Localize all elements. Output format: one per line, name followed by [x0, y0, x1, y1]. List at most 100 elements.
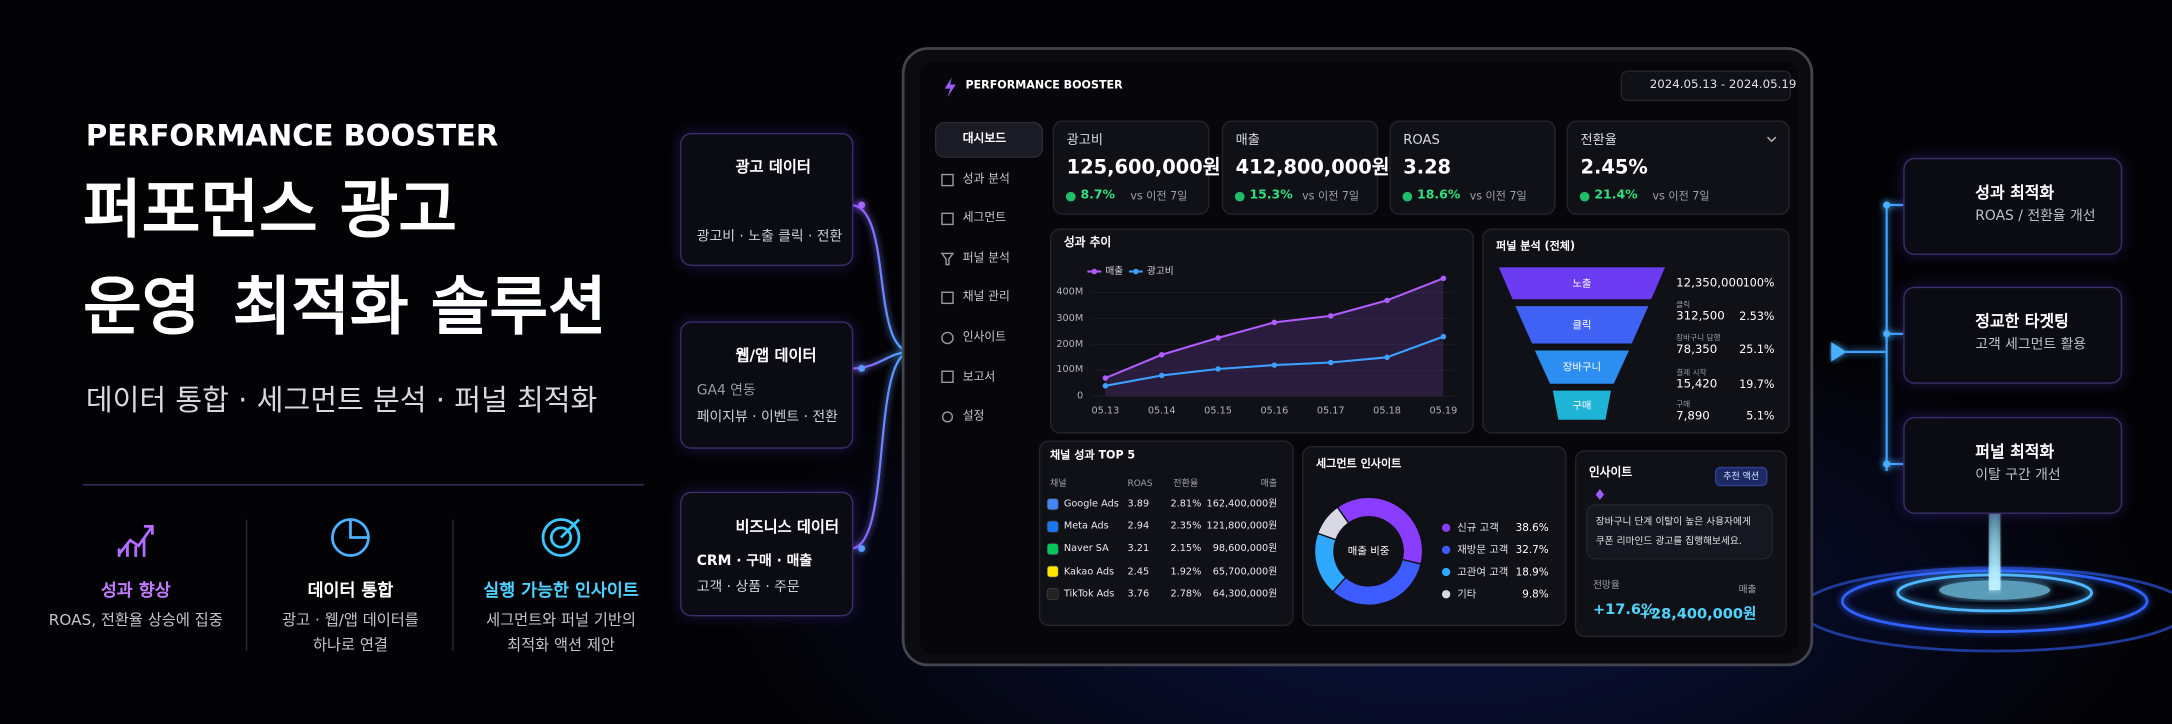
channel-icon [1046, 520, 1059, 533]
x-tick-label: 05.14 [1147, 405, 1176, 417]
kpi-card [1221, 120, 1379, 215]
kpi-compare: vs 이전 7일 [1302, 189, 1360, 203]
pie-value: 9.8% [1522, 587, 1549, 601]
outcome-title: 퍼널 최적화 [1975, 441, 2055, 462]
x-tick-label: 05.16 [1260, 405, 1289, 417]
funnel-rate: 25.1% [1739, 343, 1775, 356]
kpi-compare: vs 이전 7일 [1130, 189, 1188, 203]
kpi-label: ROAS [1403, 133, 1440, 149]
funnel-stage [1515, 306, 1649, 344]
insight-icon [1595, 488, 1605, 501]
pie-segment [1331, 558, 1422, 606]
menu-item: 인사이트 [962, 330, 1007, 345]
kpi-compare: vs 이전 7일 [1652, 189, 1710, 203]
table-header: 전환율 [1173, 477, 1199, 489]
kpi-value: 2.45% [1580, 156, 1648, 180]
point [1384, 297, 1390, 304]
menu-item: 보고서 [962, 370, 996, 385]
legend-swatch [1441, 523, 1451, 532]
platform-glow [1799, 470, 2172, 653]
x-tick-label: 05.19 [1429, 405, 1458, 417]
line-chart-panel [1049, 228, 1474, 434]
legend-swatch [1133, 268, 1139, 275]
kpi-compare: vs 이전 7일 [1469, 189, 1527, 203]
table-cell: 2.78% [1170, 587, 1202, 599]
table-cell: 98,600,000원 [1212, 543, 1278, 555]
chart-title: 성과 추이 [1063, 236, 1112, 251]
point [1158, 351, 1165, 358]
point [1327, 359, 1334, 366]
source-card [680, 321, 854, 449]
kpi-card [1389, 120, 1556, 215]
pie-value: 32.7% [1515, 543, 1549, 556]
table-header: ROAS [1127, 477, 1153, 489]
table-cell: Naver SA [1063, 543, 1109, 555]
table-cell: 3.21 [1127, 543, 1150, 555]
point [1440, 333, 1447, 340]
legend-label: 재방문 고객 [1457, 543, 1509, 556]
point [1327, 313, 1334, 319]
kpi-value: 412,800,000원 [1235, 156, 1390, 180]
source-sub: GA4 연동 [696, 383, 756, 399]
outcome-desc: 고객 세그먼트 활용 [1975, 337, 2087, 353]
legend-swatch [1441, 545, 1451, 555]
metric-label: 전망율 [1592, 579, 1620, 591]
point [1102, 375, 1109, 381]
table-header: 채널 [1049, 477, 1067, 489]
pie-center-label: 매출 비중 [1347, 544, 1390, 558]
table-cell: 2.94 [1127, 520, 1150, 532]
funnel-value: 312,500 [1676, 309, 1725, 324]
source-card [680, 491, 854, 617]
legend-label: 매출 [1105, 265, 1124, 277]
table-cell: Meta Ads [1063, 520, 1109, 532]
outcome-card [1903, 157, 2123, 255]
point [1271, 362, 1278, 368]
outcome-desc: ROAS / 전환율 개선 [1975, 208, 2096, 225]
kpi-label: 매출 [1235, 133, 1260, 149]
funnel-stage-label: 노출 [1572, 276, 1592, 290]
legend-swatch [1441, 567, 1451, 577]
point [1158, 372, 1165, 379]
point [1440, 275, 1447, 282]
table-cell: 2.81% [1170, 498, 1202, 510]
kpi-change: 18.6% [1417, 188, 1461, 203]
point [1215, 366, 1221, 372]
metric-label: 매출 [1738, 584, 1757, 596]
funnel-row-label: 구매 [1676, 401, 1691, 410]
x-tick-label: 05.17 [1316, 405, 1345, 417]
feature-desc: 광고 · 웹/앱 데이터를 [282, 611, 419, 630]
menu-active [935, 121, 1044, 158]
outcome-card [1903, 286, 2123, 384]
feature-desc: 최적화 액션 제안 [507, 635, 615, 654]
funnel-rate: 2.53% [1739, 310, 1775, 323]
source-sub: CRM · 구매 · 매출 [696, 553, 813, 569]
legend-label: 광고비 [1146, 265, 1174, 277]
insight-text: 쿠폰 리마인드 광고를 집행해보세요. [1595, 535, 1742, 547]
source-desc: 광고비 · 노출 클릭 · 전환 [696, 229, 843, 245]
legend-swatch [1091, 268, 1098, 275]
menu-item: 대시보드 [962, 132, 1007, 147]
brand: PERFORMANCE BOOSTER [965, 78, 1123, 92]
x-tick-label: 05.15 [1204, 405, 1232, 417]
kpi-card [1566, 120, 1790, 215]
funnel-value: 12,350,000 [1676, 276, 1744, 291]
badge [1714, 466, 1768, 487]
chart-title: 세그먼트 인사이트 [1315, 457, 1402, 470]
feature-icons [117, 518, 581, 557]
eyebrow: PERFORMANCE BOOSTER [85, 118, 499, 153]
funnel-stage [1534, 350, 1629, 384]
feature-title: 성과 향상 [100, 579, 171, 601]
table-cell: 121,800,000원 [1206, 520, 1278, 532]
channel-icon [1046, 565, 1059, 578]
kpi-change: 21.4% [1594, 188, 1638, 203]
menu-item: 채널 관리 [962, 291, 1010, 305]
table-header: 매출 [1260, 477, 1278, 489]
table-title: 채널 성과 TOP 5 [1049, 448, 1136, 462]
legend-label: 고관여 고객 [1457, 565, 1509, 579]
kpi-card [1052, 120, 1210, 215]
x-tick-label: 05.13 [1091, 405, 1120, 417]
table-cell: Kakao Ads [1063, 565, 1115, 577]
